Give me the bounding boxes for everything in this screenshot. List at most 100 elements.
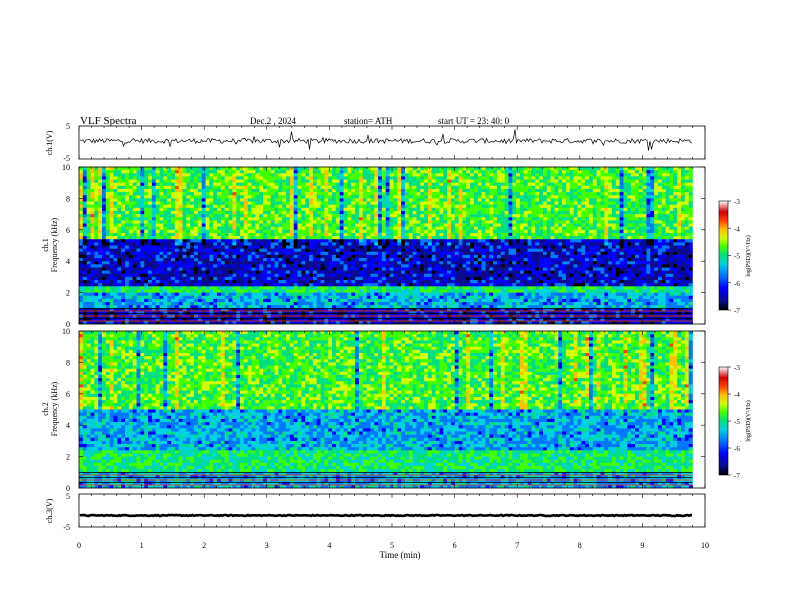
spectrogram-cell [213,251,218,256]
spectrogram-cell [665,176,670,180]
spectrogram-cell [412,214,417,218]
spectrogram-cell [236,245,241,249]
spectrogram-cell [201,242,206,246]
spectrogram-cell [343,204,348,209]
spectrogram-cell [163,214,168,218]
spectrogram-cell [531,182,536,187]
spectrogram-cell [121,167,126,171]
spectrogram-cell [516,236,521,240]
spectrogram-cell [558,258,563,262]
spectrogram-cell [439,198,444,202]
spectrogram-cell [424,167,429,171]
spectrogram-cell [339,182,344,187]
spectrogram-cell [79,179,84,183]
spectrogram-cell [358,198,364,202]
spectrogram-cell [608,242,613,246]
spectrogram-cell [642,232,647,237]
spectrogram-cell [397,185,402,190]
spectrogram-cell [186,167,191,171]
spectrogram-cell [220,251,225,256]
spectrogram-cell [600,229,605,234]
spectrogram-cell [347,173,352,177]
spectrogram-cell [228,198,233,202]
spectrogram-cell [523,223,528,227]
spectrogram-cell [90,204,95,209]
spectrogram-cell [140,223,145,227]
spectrogram-cell [489,167,494,171]
spectrogram-cell [90,176,95,180]
spectrogram-cell [627,229,632,234]
spectrogram-cell [125,167,130,171]
spectrogram-cell [274,236,279,240]
spectrogram-cell [477,232,482,237]
spectrogram-cell [531,242,536,246]
spectrogram-cell [94,223,99,227]
spectrogram-cell [454,226,459,231]
spectrogram-cell [646,232,651,237]
spectrogram-cell [623,236,628,240]
spectrogram-cell [232,242,237,246]
spectrogram-cell [542,236,548,240]
spectrogram-cell [558,242,563,246]
spectrogram-cell [439,226,444,231]
spectrogram-cell [236,207,241,212]
spectrogram-cell [159,232,164,237]
spectrogram-cell [105,226,110,231]
spectrogram-cell [205,226,210,231]
spectrogram-cell [389,248,394,253]
spectrogram-cell [684,192,689,196]
spectrogram-cell [481,217,486,221]
spectrogram-cell [454,248,459,253]
spectrogram-cell [389,176,394,180]
spectrogram-cell [577,204,582,209]
spectrogram-cell [604,195,609,199]
spectrogram-cell [374,245,379,249]
spectrogram-cell [397,254,402,259]
spectrogram-cell [408,192,413,196]
spectrogram-cell [443,179,448,183]
spectrogram-cell [362,214,367,218]
spectrogram-cell [393,214,398,218]
spectrogram-cell [523,245,528,249]
spectrogram-cell [109,251,114,256]
spectrogram-cell [600,242,605,246]
spectrogram-cell [416,207,421,212]
spectrogram-cell [79,201,84,205]
spectrogram-cell [182,185,187,190]
spectrogram-cell [79,248,84,253]
spectrogram-cell [381,210,387,215]
spectrogram-cell [688,217,693,221]
spectrogram-cell [132,195,137,199]
spectrogram-cell [684,182,689,187]
spectrogram-cell [512,239,517,243]
spectrogram-cell [542,251,548,256]
spectrogram-cell [408,207,413,212]
spectrogram-cell [263,185,268,190]
spectrogram-cell [140,226,145,231]
spectrogram-cell [569,248,574,253]
spectrogram-cell [688,204,693,209]
spectrogram-cell [657,242,663,246]
spectrogram-cell [508,236,513,240]
spectrogram-cell [90,167,95,171]
spectrogram-cell [132,214,137,218]
spectrogram-cell [243,220,248,224]
spectrogram-cell [420,201,425,205]
spectrogram-cell [263,207,268,212]
spectrogram-cell [266,173,272,177]
spectrogram-cell [159,258,164,262]
spectrogram-cell [236,201,241,205]
spectrogram-cell [466,242,471,246]
spectrogram-cell [255,258,260,262]
spectrogram-cell [140,248,145,253]
spectrogram-cell [558,217,563,221]
spectrogram-cell [454,173,459,177]
spectrogram-cell [86,170,91,174]
spectrogram-cell [473,229,479,234]
spectrogram-cell [117,167,122,171]
spectrogram-cell [500,226,505,231]
spectrogram-cell [615,210,620,215]
spectrogram-cell [385,226,390,231]
spectrogram-cell [274,204,279,209]
spectrogram-cell [243,217,248,221]
